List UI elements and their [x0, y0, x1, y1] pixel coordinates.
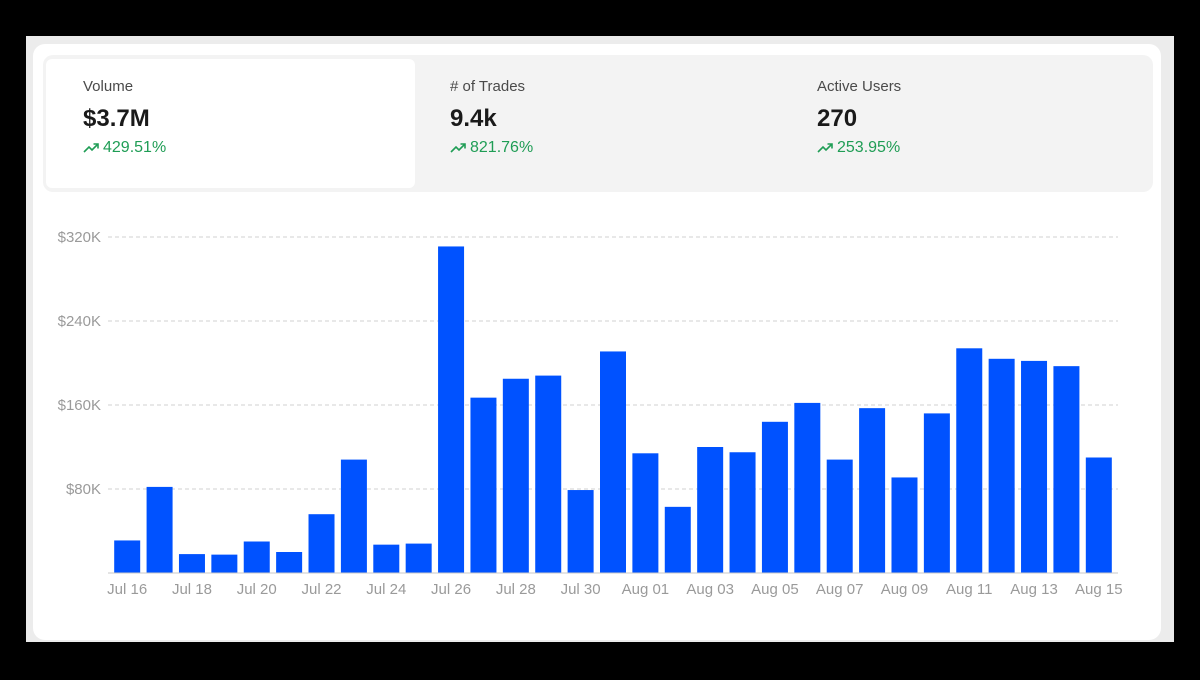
trending-up-icon	[817, 143, 833, 153]
bar	[956, 348, 983, 573]
x-tick-label: Aug 05	[751, 581, 799, 598]
x-tick-label: Jul 30	[561, 581, 601, 598]
stat-change: 821.76%	[450, 139, 782, 157]
bar	[211, 554, 238, 573]
bar	[308, 514, 335, 573]
x-tick-label: Jul 16	[107, 581, 147, 598]
bar	[535, 375, 562, 573]
x-tick-label: Jul 20	[237, 581, 277, 598]
stat-tab-trades[interactable]: # of Trades 9.4k 821.76%	[413, 59, 782, 188]
x-tick-label: Jul 24	[366, 581, 406, 598]
x-tick-label: Aug 15	[1075, 581, 1123, 598]
bar	[405, 543, 432, 573]
trending-up-icon	[83, 143, 99, 153]
bar	[146, 486, 173, 573]
bar	[632, 453, 659, 573]
x-tick-label: Aug 13	[1010, 581, 1058, 598]
stat-change-value: 821.76%	[470, 139, 534, 156]
x-tick-label: Aug 07	[816, 581, 864, 598]
stat-label: Volume	[83, 78, 134, 95]
x-tick-label: Aug 09	[881, 581, 929, 598]
bar	[697, 447, 724, 573]
bar	[729, 452, 756, 573]
x-tick-label: Jul 22	[302, 581, 342, 598]
x-tick-label: Jul 26	[431, 581, 471, 598]
stat-value: 270	[817, 105, 858, 132]
stat-tab-volume[interactable]: Volume $3.7M 429.51%	[46, 59, 415, 188]
bar	[600, 351, 626, 573]
bar	[276, 552, 303, 573]
bar	[826, 459, 853, 573]
stat-label: # of Trades	[450, 78, 526, 95]
stat-change-value: 253.95%	[837, 139, 901, 156]
stat-change-value: 429.51%	[103, 139, 167, 156]
bar	[114, 540, 141, 573]
stat-change: 253.95%	[817, 139, 1149, 157]
x-tick-label: Aug 11	[946, 581, 992, 598]
bar	[794, 402, 821, 573]
x-tick-label: Jul 28	[496, 581, 536, 598]
bar	[664, 506, 691, 573]
x-tick-label: Aug 01	[622, 581, 670, 598]
bar	[1021, 360, 1048, 573]
bar	[1085, 457, 1112, 573]
y-tick-label: $80K	[66, 481, 101, 498]
stat-label: Active Users	[817, 78, 902, 95]
bar	[761, 421, 788, 573]
bar	[1053, 366, 1080, 573]
bar	[438, 246, 465, 573]
bar	[243, 541, 270, 573]
bar	[859, 408, 886, 573]
y-tick-label: $160K	[58, 397, 101, 414]
bar	[340, 459, 367, 573]
x-tick-label: Jul 18	[172, 581, 212, 598]
bar	[373, 544, 400, 573]
bar	[891, 477, 918, 573]
stat-value: $3.7M	[83, 105, 150, 132]
bar	[988, 358, 1015, 573]
y-tick-label: $320K	[58, 229, 101, 246]
bar	[923, 413, 950, 573]
x-tick-label: Aug 03	[686, 581, 734, 598]
trending-up-icon	[450, 143, 466, 153]
stat-tab-active-users[interactable]: Active Users 270 253.95%	[780, 59, 1149, 188]
bar	[502, 378, 529, 573]
y-tick-label: $240K	[58, 313, 101, 330]
bar	[567, 490, 594, 573]
bar	[470, 397, 497, 573]
bar	[178, 554, 205, 573]
stat-value: 9.4k	[450, 105, 497, 132]
stat-change: 429.51%	[83, 139, 415, 157]
